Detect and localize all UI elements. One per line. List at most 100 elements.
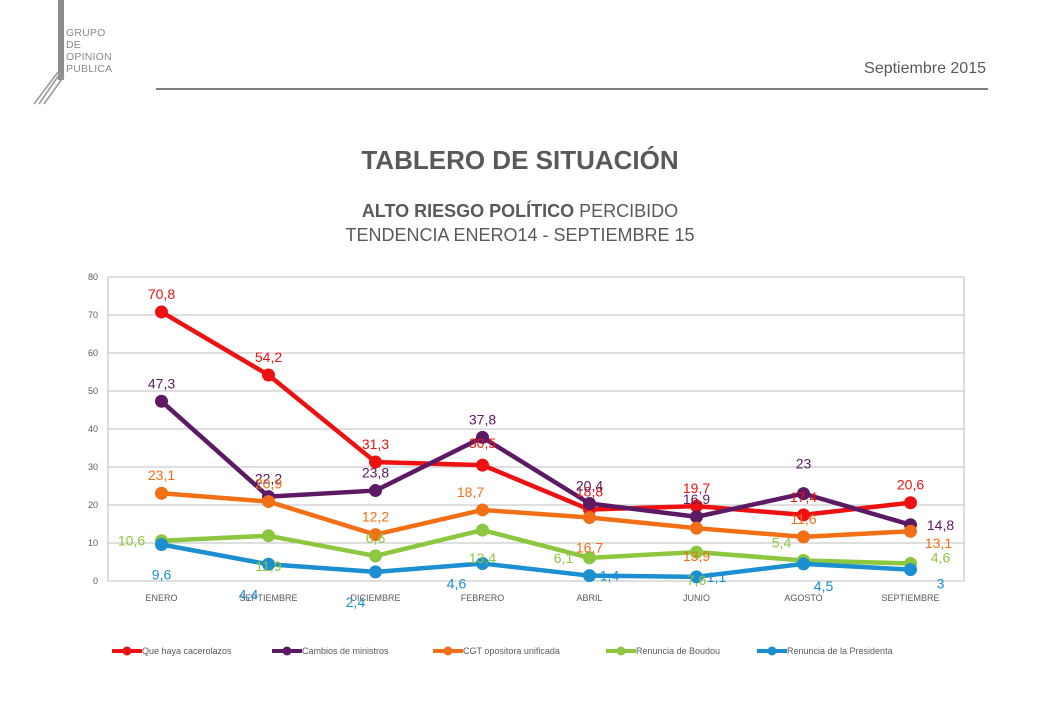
data-point bbox=[797, 508, 810, 522]
data-label: 23,8 bbox=[362, 465, 389, 481]
data-label: 12,2 bbox=[362, 509, 389, 525]
y-tick-label: 60 bbox=[88, 348, 98, 358]
legend-entry: CGT opositora unificada bbox=[433, 646, 560, 656]
data-point bbox=[583, 496, 596, 510]
x-tick-label: FEBRERO bbox=[461, 593, 505, 603]
y-tick-label: 0 bbox=[93, 576, 98, 586]
y-tick-label: 10 bbox=[88, 538, 98, 548]
data-label: 54,2 bbox=[255, 349, 282, 365]
data-point bbox=[797, 557, 810, 571]
data-point bbox=[690, 570, 703, 584]
data-label: 18,8 bbox=[576, 484, 603, 500]
data-label: 2,4 bbox=[346, 594, 366, 610]
data-label: 10,6 bbox=[118, 533, 145, 549]
data-label: 4,6 bbox=[447, 576, 467, 592]
data-point bbox=[262, 495, 275, 509]
x-tick-label: SEPTIEMBRE bbox=[239, 593, 297, 603]
x-tick-label: SEPTIEMBRE bbox=[881, 593, 939, 603]
data-label: 4,6 bbox=[931, 550, 951, 566]
data-point bbox=[904, 524, 917, 538]
data-label: 9,6 bbox=[152, 567, 172, 583]
data-label: 5,4 bbox=[772, 534, 792, 550]
data-label: 11,6 bbox=[790, 511, 816, 527]
y-tick-label: 70 bbox=[88, 310, 98, 320]
data-label: 22,2 bbox=[255, 471, 282, 487]
data-label: 47,3 bbox=[148, 375, 175, 391]
brand-line: PUBLICA bbox=[66, 63, 113, 75]
data-label: 19,7 bbox=[683, 480, 710, 496]
y-tick-label: 40 bbox=[88, 424, 98, 434]
data-label: 14,8 bbox=[927, 517, 954, 533]
data-label: 7,6 bbox=[687, 572, 707, 588]
legend-marker bbox=[616, 646, 626, 656]
chart-subtitle: TENDENCIA ENERO14 - SEPTIEMBRE 15 bbox=[345, 225, 695, 245]
logo-graphic bbox=[33, 0, 65, 105]
data-label: 13,4 bbox=[469, 550, 496, 566]
data-label: 13,9 bbox=[683, 548, 710, 564]
y-tick-label: 30 bbox=[88, 462, 98, 472]
y-tick-label: 80 bbox=[88, 272, 98, 282]
data-point bbox=[690, 510, 703, 524]
data-label: 6,1 bbox=[554, 550, 574, 566]
x-tick-label: AGOSTO bbox=[784, 593, 822, 603]
data-point bbox=[690, 521, 703, 535]
series-5 bbox=[155, 538, 917, 584]
x-tick-label: ENERO bbox=[145, 593, 177, 603]
legend-label: Cambios de ministros bbox=[302, 646, 389, 656]
chart-title-rest: PERCIBIDO bbox=[574, 201, 679, 221]
data-point bbox=[690, 499, 703, 513]
legend-label: Que haya cacerolazos bbox=[142, 646, 232, 656]
data-point bbox=[797, 487, 810, 501]
brand-line: GRUPO bbox=[66, 27, 106, 39]
data-point bbox=[155, 486, 168, 500]
data-label: 3 bbox=[937, 576, 945, 592]
y-tick-label: 50 bbox=[88, 386, 98, 396]
brand-line: OPINION bbox=[66, 51, 112, 63]
data-point bbox=[476, 430, 489, 444]
y-tick-label: 20 bbox=[88, 500, 98, 510]
data-point bbox=[262, 557, 275, 571]
data-point bbox=[583, 511, 596, 525]
legend-label: CGT opositora unificada bbox=[463, 646, 560, 656]
data-point bbox=[369, 565, 382, 579]
page-title: TABLERO DE SITUACIÓN bbox=[361, 145, 679, 175]
data-point bbox=[904, 563, 917, 577]
data-label: 4,4 bbox=[239, 586, 259, 602]
data-point bbox=[476, 458, 489, 472]
brand-name: GRUPO DE OPINION PUBLICA bbox=[66, 27, 112, 75]
data-point bbox=[155, 305, 168, 319]
data-label: 37,8 bbox=[469, 411, 496, 427]
data-label: 16,7 bbox=[576, 540, 603, 556]
data-point bbox=[262, 529, 275, 543]
data-point bbox=[583, 569, 596, 583]
brand-line: DE bbox=[66, 39, 81, 51]
data-label: 23 bbox=[796, 456, 812, 472]
legend-marker bbox=[443, 646, 453, 656]
series-3 bbox=[155, 486, 917, 544]
data-label: 1,1 bbox=[707, 569, 727, 585]
data-point bbox=[690, 545, 703, 559]
legend-label: Renuncia de la Presidenta bbox=[787, 646, 893, 656]
x-tick-label: JUNIO bbox=[683, 593, 710, 603]
header-divider bbox=[156, 88, 988, 90]
data-label: 11,9 bbox=[255, 558, 281, 574]
legend-entry: Renuncia de Boudou bbox=[606, 646, 720, 656]
legend-entry: Cambios de ministros bbox=[272, 646, 389, 656]
data-label: 31,3 bbox=[362, 436, 389, 452]
data-point bbox=[797, 530, 810, 544]
data-label: 17,4 bbox=[790, 489, 817, 505]
data-point bbox=[904, 496, 917, 510]
report-date: Septiembre 2015 bbox=[864, 60, 986, 77]
series-line bbox=[159, 490, 913, 540]
data-label: 30,5 bbox=[469, 435, 496, 451]
data-label: 70,8 bbox=[148, 286, 175, 302]
data-point bbox=[583, 551, 596, 565]
data-point bbox=[155, 394, 168, 408]
data-label: 13,1 bbox=[925, 535, 952, 551]
data-label: 23,1 bbox=[148, 467, 175, 483]
data-point bbox=[262, 368, 275, 382]
data-label: 4,5 bbox=[814, 578, 834, 594]
data-label: 20,6 bbox=[897, 477, 924, 493]
legend-entry: Renuncia de la Presidenta bbox=[757, 646, 893, 656]
series-line bbox=[159, 542, 913, 580]
